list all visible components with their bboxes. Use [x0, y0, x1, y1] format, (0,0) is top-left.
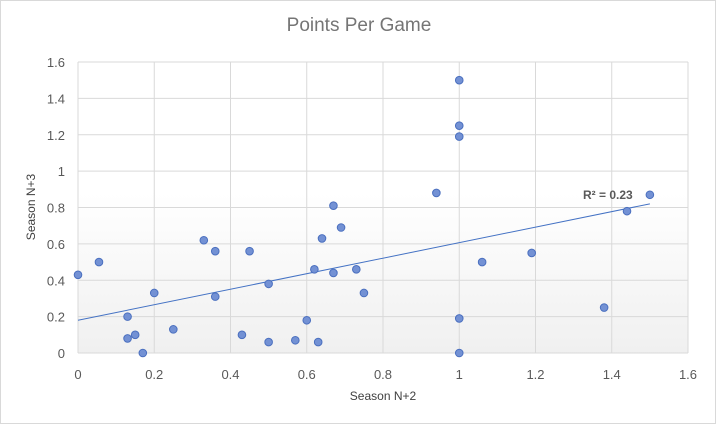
data-point: [454, 121, 464, 130]
y-tick-label: 0.6: [47, 237, 65, 252]
data-point: [245, 246, 254, 256]
data-point: [622, 206, 632, 216]
y-tick-label: 1.4: [47, 91, 65, 106]
y-tick-label: 1.6: [47, 55, 65, 70]
x-tick-label: 0.2: [145, 367, 163, 382]
data-point: [210, 292, 220, 301]
x-axis-label: Season N+2: [350, 389, 417, 403]
x-tick-label: 1.2: [526, 367, 544, 382]
x-tick-label: 1.6: [679, 367, 697, 382]
data-point: [313, 337, 323, 347]
data-point: [454, 348, 464, 358]
x-tick-label: 0.8: [374, 367, 392, 382]
data-point: [477, 257, 487, 267]
data-point: [169, 325, 178, 334]
x-tick-label: 1.4: [603, 367, 621, 382]
y-tick-label: 0.8: [47, 201, 65, 216]
data-point: [149, 288, 159, 298]
data-point: [210, 246, 220, 256]
data-point: [264, 337, 273, 347]
r-squared-label: R² = 0.23: [583, 188, 633, 202]
x-tick-label: 0: [74, 367, 81, 382]
data-point: [329, 268, 338, 278]
data-point: [527, 248, 536, 258]
data-point: [123, 334, 132, 343]
chart-title: Points Per Game: [287, 15, 432, 36]
data-point: [237, 330, 247, 340]
data-point: [264, 279, 273, 289]
data-point: [199, 235, 209, 245]
data-point: [432, 188, 441, 198]
trendline: [77, 203, 650, 321]
data-point: [599, 303, 609, 312]
data-point: [336, 223, 346, 232]
data-point: [138, 348, 148, 358]
data-point: [645, 190, 655, 200]
data-point: [317, 234, 327, 243]
y-axis-label: Season N+3: [24, 173, 38, 240]
data-point: [302, 315, 312, 325]
y-tick-label: 1.2: [47, 128, 65, 143]
data-point: [329, 201, 338, 210]
x-tick-label: 0.6: [298, 367, 316, 382]
x-tick-label: 0.4: [221, 367, 239, 382]
x-tick-label: 1: [456, 367, 463, 382]
y-tick-label: 0: [58, 346, 65, 361]
data-point: [454, 314, 464, 323]
data-point: [310, 265, 319, 274]
data-point: [73, 270, 83, 280]
y-tick-label: 0.4: [47, 273, 65, 288]
data-point: [123, 312, 132, 321]
data-point: [352, 265, 361, 274]
data-point: [94, 257, 104, 267]
data-point: [454, 132, 464, 141]
data-point: [130, 330, 140, 340]
y-tick-label: 1: [58, 164, 65, 179]
data-point: [454, 75, 464, 85]
y-tick-label: 0.2: [47, 310, 65, 325]
data-point: [291, 335, 300, 345]
data-point: [359, 288, 369, 298]
